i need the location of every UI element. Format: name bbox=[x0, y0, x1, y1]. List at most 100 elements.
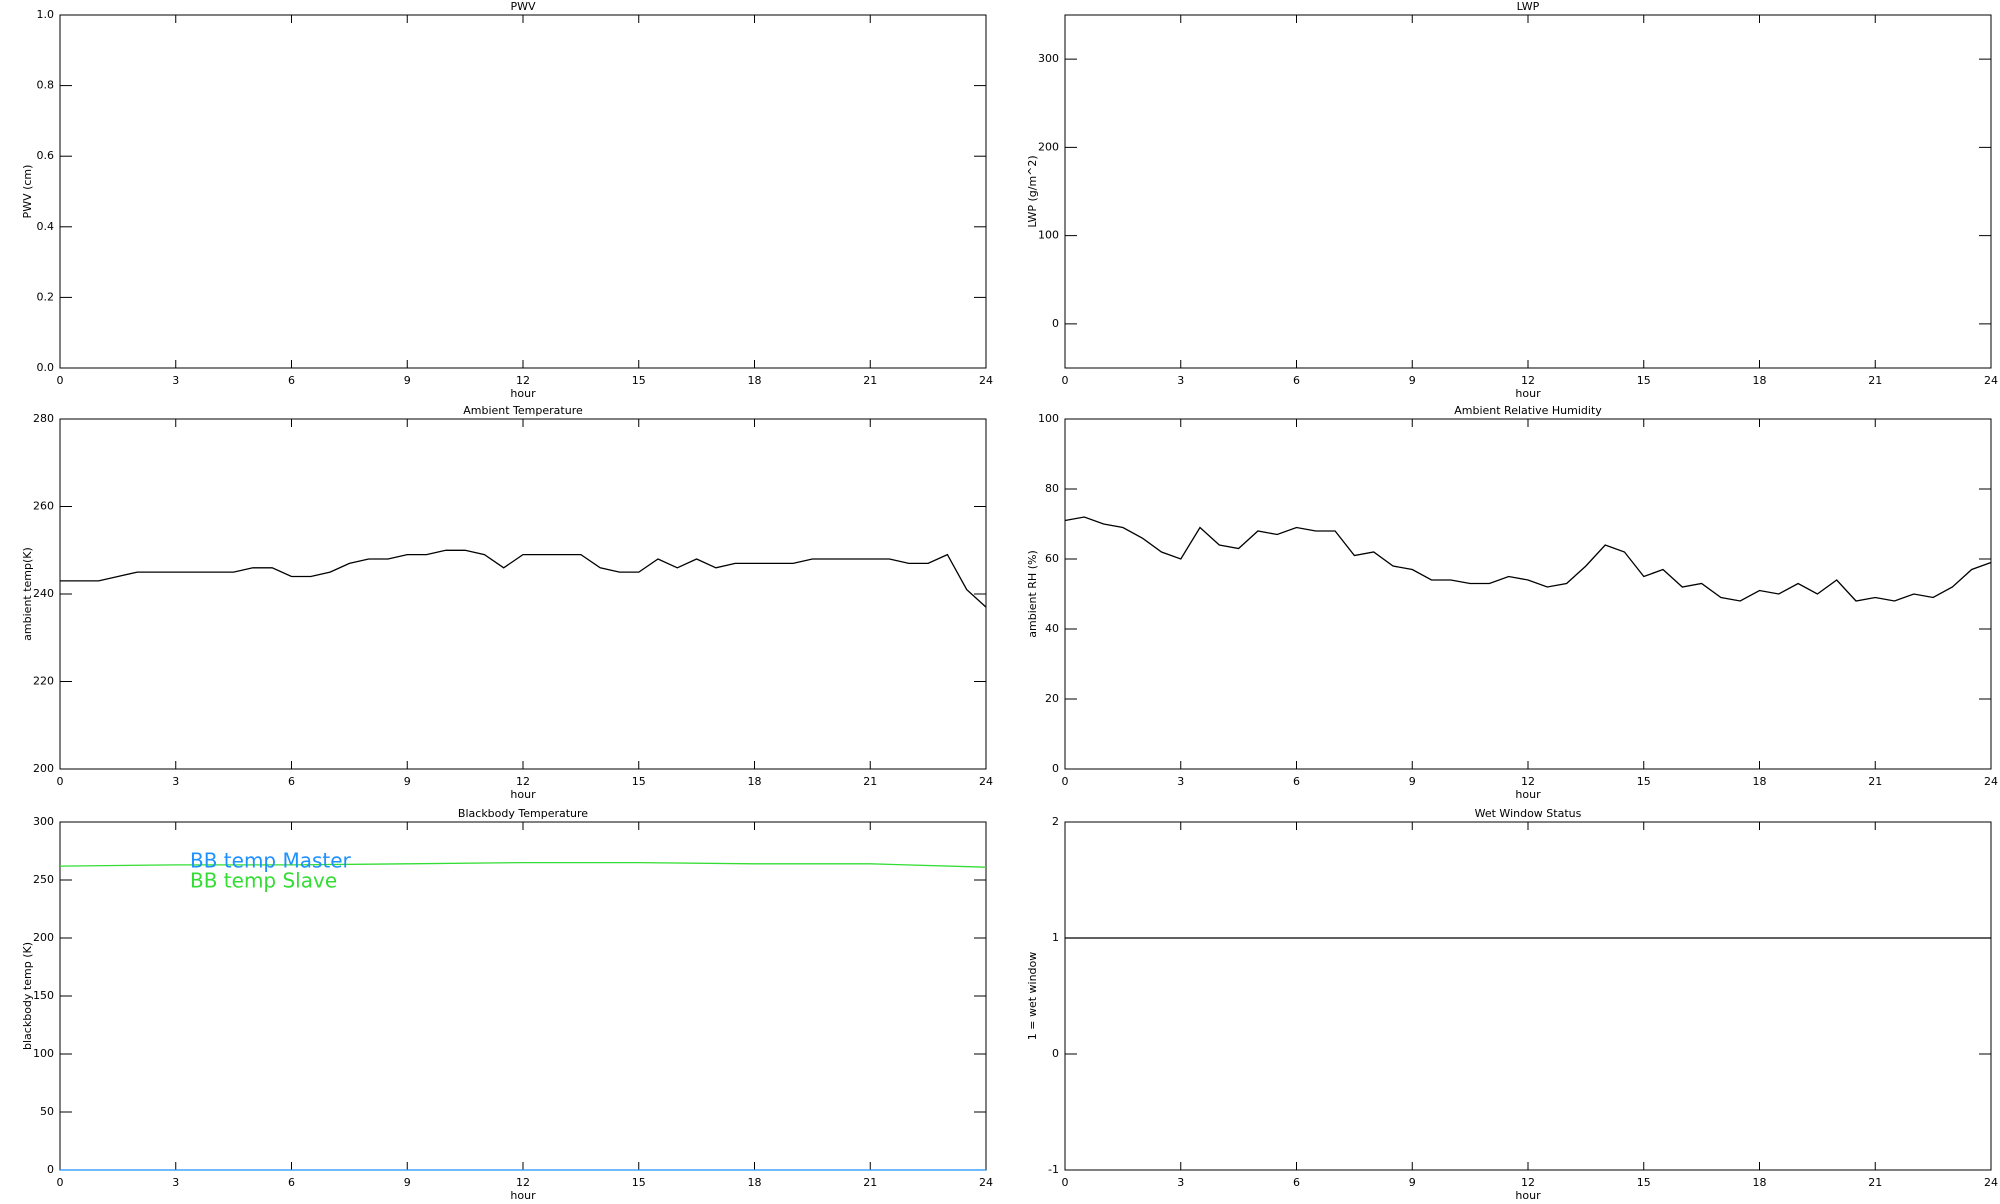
x-tick-label: 6 bbox=[288, 1176, 295, 1189]
plot-frame bbox=[1064, 418, 1992, 770]
y-tick-label: 20 bbox=[1045, 692, 1059, 705]
y-axis-label: PWV (cm) bbox=[21, 165, 34, 219]
x-tick-label: 24 bbox=[1984, 374, 1998, 387]
x-tick-label: 9 bbox=[404, 374, 411, 387]
y-tick-label: 220 bbox=[33, 675, 54, 688]
y-tick-label: 100 bbox=[1038, 412, 1059, 425]
y-tick-label: 200 bbox=[1038, 140, 1059, 153]
x-tick-label: 24 bbox=[979, 374, 993, 387]
y-tick-label: 0 bbox=[47, 1163, 54, 1176]
y-axis-label: ambient temp(K) bbox=[21, 547, 34, 641]
x-axis-label: hour bbox=[510, 1189, 536, 1200]
x-tick-label: 21 bbox=[1868, 775, 1882, 788]
x-tick-label: 12 bbox=[516, 374, 530, 387]
x-tick-label: 12 bbox=[516, 775, 530, 788]
x-tick-label: 18 bbox=[1753, 374, 1767, 387]
x-tick-label: 3 bbox=[1177, 775, 1184, 788]
x-tick-label: 6 bbox=[1293, 374, 1300, 387]
y-tick-label: 0.4 bbox=[37, 220, 55, 233]
chart-title: Ambient Relative Humidity bbox=[1454, 404, 1602, 417]
series-line bbox=[60, 549, 987, 608]
x-tick-label: 21 bbox=[1868, 1176, 1882, 1189]
x-tick-label: 3 bbox=[172, 374, 179, 387]
legend-entry: BB temp Master bbox=[190, 849, 352, 873]
y-tick-label: 0 bbox=[1052, 762, 1059, 775]
x-tick-label: 12 bbox=[1521, 775, 1535, 788]
x-tick-label: 9 bbox=[1409, 775, 1416, 788]
y-tick-label: 0.8 bbox=[37, 79, 55, 92]
plot-frame bbox=[59, 14, 987, 369]
x-tick-label: 12 bbox=[1521, 1176, 1535, 1189]
series-line bbox=[1064, 516, 1992, 602]
y-tick-label: 80 bbox=[1045, 482, 1059, 495]
y-tick-label: 1 bbox=[1052, 931, 1059, 944]
y-tick-label: 2 bbox=[1052, 815, 1059, 828]
x-tick-label: 18 bbox=[1753, 775, 1767, 788]
x-tick-label: 9 bbox=[1409, 1176, 1416, 1189]
x-tick-label: 3 bbox=[1177, 374, 1184, 387]
y-tick-label: 240 bbox=[33, 587, 54, 600]
x-tick-label: 6 bbox=[1293, 775, 1300, 788]
x-tick-label: 0 bbox=[57, 374, 64, 387]
y-tick-label: 60 bbox=[1045, 552, 1059, 565]
x-tick-label: 0 bbox=[1062, 775, 1069, 788]
x-tick-label: 12 bbox=[1521, 374, 1535, 387]
x-tick-label: 24 bbox=[979, 1176, 993, 1189]
chart-title: LWP bbox=[1517, 0, 1540, 13]
plot-frame bbox=[59, 418, 987, 770]
x-axis-label: hour bbox=[1515, 387, 1541, 400]
chart-title: Ambient Temperature bbox=[463, 404, 583, 417]
y-tick-label: 300 bbox=[1038, 52, 1059, 65]
x-tick-label: 3 bbox=[172, 1176, 179, 1189]
x-tick-label: 21 bbox=[863, 775, 877, 788]
x-tick-label: 0 bbox=[57, 1176, 64, 1189]
x-tick-label: 6 bbox=[288, 374, 295, 387]
legend-entry: BB temp Slave bbox=[190, 869, 337, 893]
x-axis-label: hour bbox=[510, 387, 536, 400]
x-tick-label: 6 bbox=[1293, 1176, 1300, 1189]
y-tick-label: 0 bbox=[1052, 317, 1059, 330]
x-axis-label: hour bbox=[510, 788, 536, 801]
y-tick-label: 200 bbox=[33, 931, 54, 944]
x-tick-label: 24 bbox=[1984, 1176, 1998, 1189]
y-tick-label: 0.2 bbox=[37, 290, 55, 303]
y-tick-label: 40 bbox=[1045, 622, 1059, 635]
y-axis-label: ambient RH (%) bbox=[1026, 550, 1039, 638]
y-tick-label: 100 bbox=[1038, 229, 1059, 242]
y-tick-label: 200 bbox=[33, 762, 54, 775]
y-axis-label: 1 = wet window bbox=[1026, 952, 1039, 1041]
y-tick-label: 0.6 bbox=[37, 149, 55, 162]
x-tick-label: 21 bbox=[1868, 374, 1882, 387]
x-tick-label: 24 bbox=[1984, 775, 1998, 788]
y-tick-label: 1.0 bbox=[37, 8, 55, 21]
chart-title: Blackbody Temperature bbox=[458, 807, 588, 820]
x-tick-label: 15 bbox=[632, 1176, 646, 1189]
x-tick-label: 12 bbox=[516, 1176, 530, 1189]
x-tick-label: 9 bbox=[1409, 374, 1416, 387]
x-tick-label: 15 bbox=[1637, 1176, 1651, 1189]
x-tick-label: 15 bbox=[632, 374, 646, 387]
x-tick-label: 21 bbox=[863, 1176, 877, 1189]
x-tick-label: 18 bbox=[748, 1176, 762, 1189]
x-tick-label: 15 bbox=[1637, 775, 1651, 788]
x-tick-label: 9 bbox=[404, 775, 411, 788]
x-tick-label: 18 bbox=[748, 374, 762, 387]
x-tick-label: 0 bbox=[57, 775, 64, 788]
y-axis-label: blackbody temp (K) bbox=[21, 942, 34, 1050]
x-axis-label: hour bbox=[1515, 788, 1541, 801]
x-tick-label: 3 bbox=[1177, 1176, 1184, 1189]
y-tick-label: -1 bbox=[1048, 1163, 1059, 1176]
y-tick-label: 50 bbox=[40, 1105, 54, 1118]
plot-frame bbox=[1064, 14, 1992, 369]
x-axis-label: hour bbox=[1515, 1189, 1541, 1200]
y-tick-label: 300 bbox=[33, 815, 54, 828]
series-line bbox=[59, 861, 987, 868]
x-tick-label: 9 bbox=[404, 1176, 411, 1189]
x-tick-label: 3 bbox=[172, 775, 179, 788]
plot-frame bbox=[1064, 821, 1992, 1171]
x-tick-label: 0 bbox=[1062, 1176, 1069, 1189]
x-tick-label: 24 bbox=[979, 775, 993, 788]
chart-title: PWV bbox=[510, 0, 536, 13]
